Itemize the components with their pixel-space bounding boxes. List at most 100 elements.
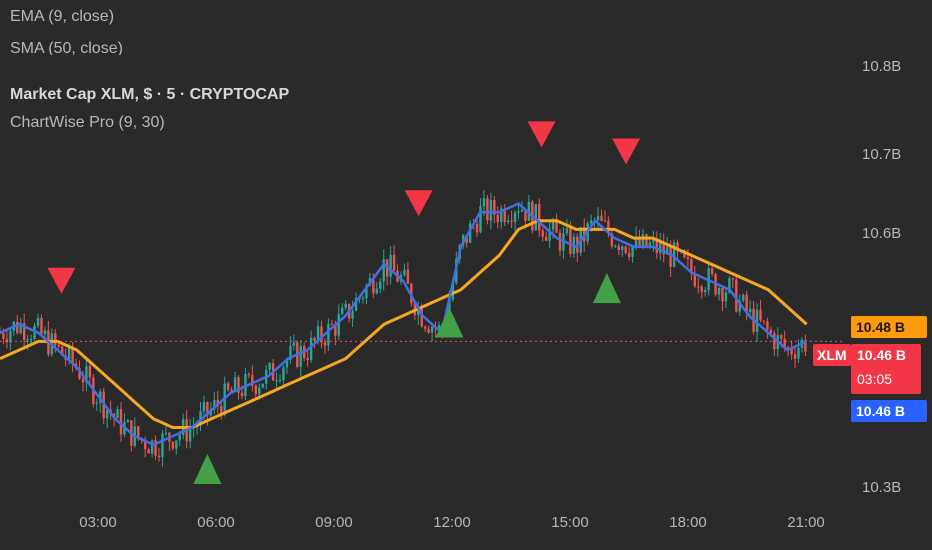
candle-body (786, 347, 790, 349)
candle-body (275, 380, 278, 382)
candle-body (420, 306, 423, 327)
candle-body (638, 236, 641, 247)
candle-body (202, 402, 206, 412)
candle-body (147, 449, 150, 454)
candle-body (157, 455, 161, 458)
candle-body (652, 238, 655, 243)
candle-body (26, 339, 29, 341)
x-tick-label: 21:00 (787, 514, 825, 531)
candle-body (372, 278, 375, 294)
candle-body (16, 321, 19, 334)
candle-body (783, 338, 786, 348)
candle-body (631, 245, 634, 257)
buy-signal-marker (592, 273, 621, 304)
candle-body (36, 317, 40, 326)
candle-body (406, 269, 410, 284)
candle-body (150, 440, 154, 454)
candle-body (738, 300, 741, 312)
candle-body (486, 198, 489, 221)
candle-body (341, 307, 344, 315)
candle-body (676, 242, 679, 252)
candle-body (116, 409, 119, 419)
x-tick-label: 12:00 (433, 514, 471, 531)
legend-title: Market Cap XLM, $ · 5 · CRYPTOCAP (10, 86, 290, 103)
candle-body (693, 273, 697, 287)
candle-body (762, 320, 766, 322)
candle-body (662, 242, 665, 255)
candle-body (524, 209, 527, 221)
candle-body (105, 409, 109, 419)
candle-body (289, 345, 292, 360)
candle-body (603, 220, 607, 222)
candle-body (417, 306, 420, 316)
candle-body (558, 232, 562, 251)
candle-body (717, 287, 721, 295)
candle-body (119, 409, 123, 435)
candle-body (126, 420, 130, 423)
candle-body (627, 252, 631, 257)
candle-body (237, 377, 240, 393)
candle-body (773, 333, 776, 350)
buy-signal-marker (193, 453, 222, 484)
current-price-value: 10.46 B (857, 347, 907, 363)
candle-body (40, 317, 43, 335)
y-tick-label: 10.7B (862, 146, 902, 163)
candle-body (375, 288, 378, 294)
candle-body (617, 246, 620, 250)
candle-body (510, 220, 513, 222)
candle-body (71, 346, 74, 364)
candle-body (240, 392, 244, 396)
bar-countdown: 03:05 (857, 371, 893, 387)
candle-body (462, 234, 465, 245)
candle-body (61, 346, 64, 356)
candle-body (330, 323, 334, 325)
candle-body (137, 426, 140, 439)
y-tick-label: 10.3B (862, 479, 902, 496)
candle-body (624, 246, 627, 253)
candle-body (596, 215, 600, 221)
candle-body (724, 292, 728, 302)
candle-body (382, 259, 385, 282)
candle-body (669, 246, 672, 267)
candle-body (659, 242, 662, 253)
candle-body (500, 208, 503, 223)
candle-body (164, 432, 168, 434)
candle-body (226, 383, 230, 390)
candle-body (379, 281, 382, 289)
ema-line (0, 202, 808, 447)
candle-body (320, 326, 323, 343)
candle-body (538, 204, 541, 231)
candle-body (306, 358, 309, 360)
candle-body (544, 236, 548, 241)
symbol-tag: XLM (813, 344, 851, 366)
candle-body (482, 198, 486, 207)
legend-sma: SMA (50, close) (10, 40, 123, 55)
candle-body (430, 326, 434, 333)
x-tick-label: 18:00 (669, 514, 707, 531)
candle-body (188, 428, 192, 442)
candle-body (354, 298, 358, 311)
candle-body (171, 441, 175, 449)
sma-price-tag: 10.48 B (851, 316, 927, 338)
buy-signal-marker (435, 307, 464, 338)
candle-body (589, 220, 593, 224)
candle-body (645, 234, 648, 248)
candle-body (742, 295, 745, 301)
candle-body (520, 209, 524, 212)
candle-body (780, 335, 783, 339)
candle-body (316, 326, 320, 341)
candle-body (475, 224, 479, 233)
candle-body (437, 325, 441, 329)
candle-body (600, 215, 603, 221)
x-tick-label: 15:00 (551, 514, 589, 531)
candle-body (206, 402, 209, 416)
candle-body (233, 377, 237, 392)
candle-body (479, 206, 482, 233)
candle-body (392, 254, 396, 271)
candle-body (551, 221, 555, 230)
candle-body (19, 323, 22, 334)
legend-ema: EMA (9, close) (10, 8, 115, 25)
candle-body (769, 329, 773, 334)
